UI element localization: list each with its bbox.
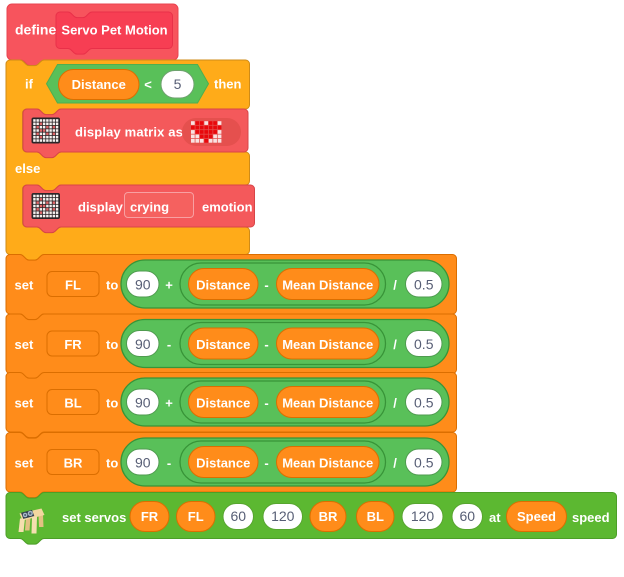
svg-text:5: 5 xyxy=(174,76,182,92)
svg-text:define: define xyxy=(15,22,56,38)
svg-text:Speed: Speed xyxy=(517,509,556,524)
svg-text:BR: BR xyxy=(319,509,338,524)
svg-text:<: < xyxy=(144,77,152,92)
svg-text:/: / xyxy=(393,337,397,352)
svg-text:90: 90 xyxy=(135,395,151,411)
svg-text:-: - xyxy=(167,456,171,471)
svg-text:120: 120 xyxy=(271,508,295,524)
svg-text:Servo Pet Motion: Servo Pet Motion xyxy=(61,23,167,38)
svg-text:at: at xyxy=(489,510,501,525)
svg-text:/: / xyxy=(393,396,397,411)
svg-text:60: 60 xyxy=(230,508,246,524)
svg-text:FL: FL xyxy=(65,278,81,293)
svg-text:0.5: 0.5 xyxy=(414,455,434,471)
svg-text:to: to xyxy=(106,278,118,293)
svg-text:Mean Distance: Mean Distance xyxy=(282,278,373,293)
svg-text:if: if xyxy=(25,77,34,92)
svg-text:-: - xyxy=(264,456,268,471)
svg-text:set: set xyxy=(15,396,34,411)
svg-text:+: + xyxy=(165,278,173,293)
svg-text:set: set xyxy=(15,456,34,471)
svg-text:FR: FR xyxy=(141,509,159,524)
svg-text:to: to xyxy=(106,337,118,352)
svg-text:to: to xyxy=(106,456,118,471)
svg-text:Mean Distance: Mean Distance xyxy=(282,456,373,471)
svg-text:90: 90 xyxy=(135,277,151,293)
svg-text:BL: BL xyxy=(64,396,81,411)
svg-text:then: then xyxy=(214,77,242,92)
svg-text:90: 90 xyxy=(135,336,151,352)
svg-text:60: 60 xyxy=(459,508,475,524)
svg-text:set servos: set servos xyxy=(62,510,126,525)
svg-text:Distance: Distance xyxy=(196,278,250,293)
svg-text:/: / xyxy=(393,278,397,293)
svg-text:BL: BL xyxy=(367,509,384,524)
svg-text:-: - xyxy=(264,278,268,293)
svg-text:display: display xyxy=(78,200,124,215)
svg-text:-: - xyxy=(264,396,268,411)
svg-text:0.5: 0.5 xyxy=(414,395,434,411)
svg-text:speed: speed xyxy=(572,510,610,525)
svg-text:else: else xyxy=(15,161,40,176)
svg-text:Distance: Distance xyxy=(72,77,126,92)
svg-text:0.5: 0.5 xyxy=(414,336,434,352)
svg-text:FL: FL xyxy=(188,509,204,524)
svg-text:emotion: emotion xyxy=(202,200,253,215)
svg-text:Mean Distance: Mean Distance xyxy=(282,396,373,411)
svg-text:Mean Distance: Mean Distance xyxy=(282,337,373,352)
svg-text:Distance: Distance xyxy=(196,337,250,352)
svg-text:/: / xyxy=(393,456,397,471)
svg-text:BR: BR xyxy=(64,456,83,471)
svg-text:90: 90 xyxy=(135,455,151,471)
svg-text:Distance: Distance xyxy=(196,456,250,471)
svg-text:FR: FR xyxy=(64,337,82,352)
svg-text:0.5: 0.5 xyxy=(414,277,434,293)
svg-text:120: 120 xyxy=(411,508,435,524)
svg-text:-: - xyxy=(167,337,171,352)
svg-text:crying: crying xyxy=(130,200,169,215)
svg-text:-: - xyxy=(264,337,268,352)
svg-text:set: set xyxy=(15,337,34,352)
svg-text:+: + xyxy=(165,396,173,411)
svg-text:display matrix as: display matrix as xyxy=(75,125,183,140)
svg-text:Distance: Distance xyxy=(196,396,250,411)
svg-text:set: set xyxy=(15,278,34,293)
svg-text:to: to xyxy=(106,396,118,411)
